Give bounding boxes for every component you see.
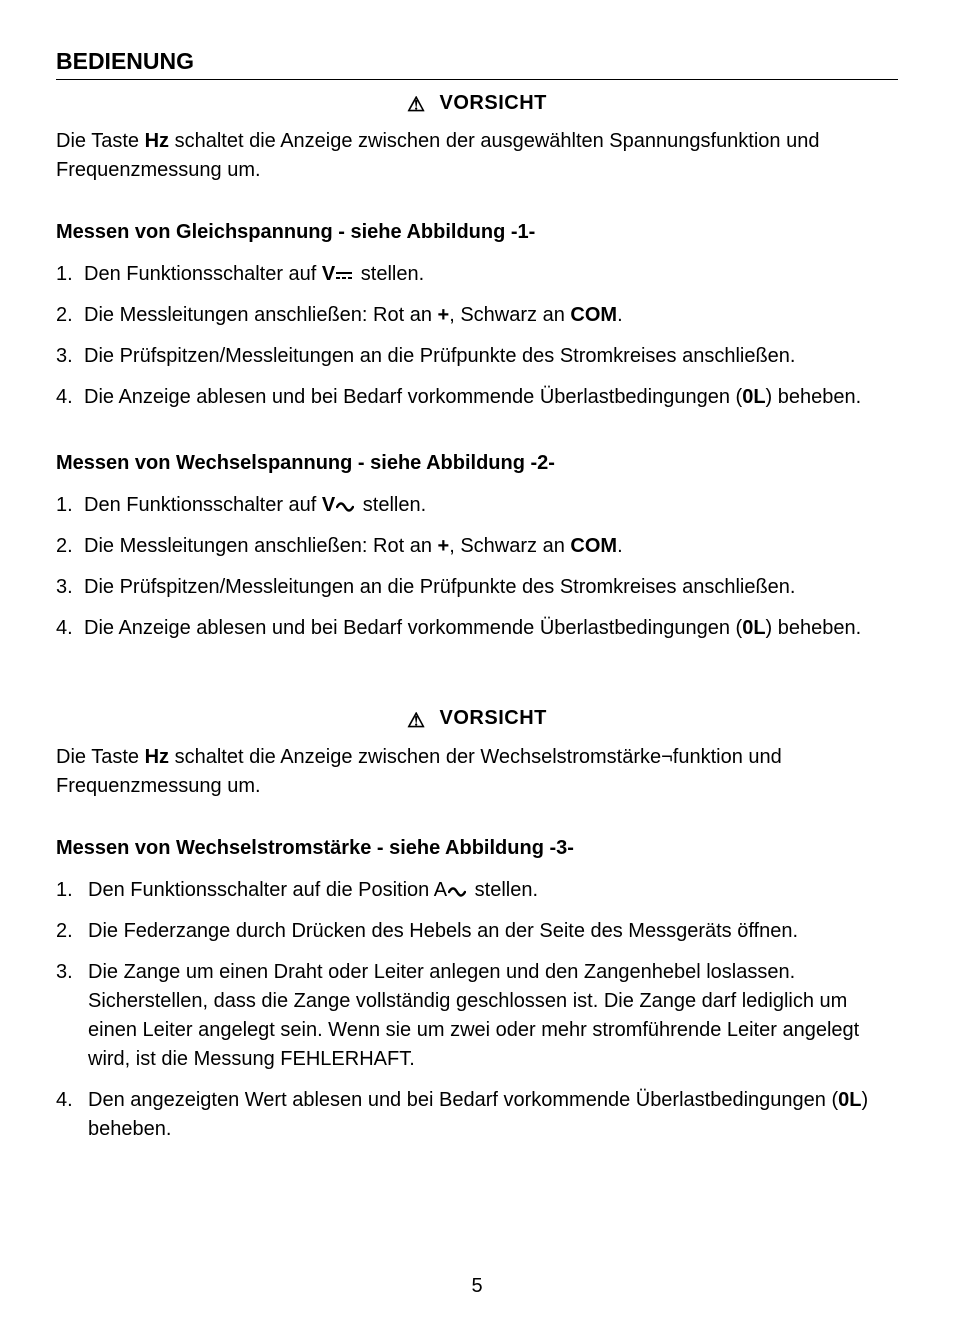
caution-label: VORSICHT (440, 707, 547, 729)
step: Den Funktionsschalter auf die Position A… (56, 876, 898, 905)
bold: Hz (145, 130, 169, 152)
text: Die Messleitungen anschließen: Rot an (84, 304, 438, 326)
bold: V (322, 494, 335, 516)
text: Den Funktionsschalter auf (84, 494, 322, 516)
bold: + (438, 535, 450, 557)
step: Die Anzeige ablesen und bei Bedarf vorko… (56, 383, 898, 412)
section-1-heading: Messen von Gleichspannung - siehe Abbild… (56, 221, 898, 244)
caution-1-line: ⚠ VORSICHT (56, 92, 898, 117)
dc-icon (336, 270, 352, 282)
step: Die Messleitungen anschließen: Rot an +,… (56, 301, 898, 330)
text: schaltet die Anzeige zwischen der ausgew… (56, 130, 819, 181)
step: Die Messleitungen anschließen: Rot an +,… (56, 532, 898, 561)
text: Die Messleitungen anschließen: Rot an (84, 535, 438, 557)
bold: 0L (742, 386, 765, 408)
text: ) beheben. (766, 386, 862, 408)
text: stellen. (355, 263, 424, 285)
section-2-steps: Den Funktionsschalter auf V stellen. Die… (56, 491, 898, 643)
text: Die Anzeige ablesen und bei Bedarf vorko… (84, 617, 742, 639)
bold: COM (570, 304, 617, 326)
bold: V (322, 263, 335, 285)
text: . (617, 535, 623, 557)
step: Die Prüfspitzen/Messleitungen an die Prü… (56, 573, 898, 602)
step: Die Zange um einen Draht oder Leiter anl… (56, 958, 898, 1074)
bold: 0L (838, 1089, 861, 1111)
bold: 0L (742, 617, 765, 639)
step: Die Anzeige ablesen und bei Bedarf vorko… (56, 614, 898, 643)
page-title: BEDIENUNG (56, 48, 898, 80)
bold: COM (570, 535, 617, 557)
text: , Schwarz an (449, 304, 570, 326)
ac-icon (448, 886, 466, 898)
page-number: 5 (0, 1275, 954, 1298)
step: Die Federzange durch Drücken des Hebels … (56, 917, 898, 946)
text: Den Funktionsschalter auf die Position A (88, 879, 447, 901)
step: Den angezeigten Wert ablesen und bei Bed… (56, 1086, 898, 1144)
step: Den Funktionsschalter auf V stellen. (56, 491, 898, 520)
section-2-heading: Messen von Wechselspannung - siehe Abbil… (56, 452, 898, 475)
section-3-steps: Den Funktionsschalter auf die Position A… (56, 876, 898, 1144)
text: Den Funktionsschalter auf (84, 263, 322, 285)
section-3-heading: Messen von Wechselstromstärke - siehe Ab… (56, 837, 898, 860)
text: Die Taste (56, 746, 145, 768)
text: stellen. (469, 879, 538, 901)
text: stellen. (357, 494, 426, 516)
bold: + (438, 304, 450, 326)
text: ) beheben. (766, 617, 862, 639)
warning-icon: ⚠ (407, 94, 425, 116)
text: Die Anzeige ablesen und bei Bedarf vorko… (84, 386, 742, 408)
warning-icon: ⚠ (407, 710, 425, 732)
ac-icon (336, 501, 354, 513)
step: Den Funktionsschalter auf V stellen. (56, 260, 898, 289)
caution-1-text: Die Taste Hz schaltet die Anzeige zwisch… (56, 127, 898, 185)
bold: Hz (145, 746, 169, 768)
caution-2-line: ⚠ VORSICHT (56, 707, 898, 732)
caution-2-text: Die Taste Hz schaltet die Anzeige zwisch… (56, 743, 898, 801)
text: , Schwarz an (449, 535, 570, 557)
text: Den angezeigten Wert ablesen und bei Bed… (88, 1089, 838, 1111)
text: . (617, 304, 623, 326)
caution-label: VORSICHT (440, 92, 547, 114)
text: Die Taste (56, 130, 145, 152)
step: Die Prüfspitzen/Messleitungen an die Prü… (56, 342, 898, 371)
section-1-steps: Den Funktionsschalter auf V stellen. Die… (56, 260, 898, 412)
